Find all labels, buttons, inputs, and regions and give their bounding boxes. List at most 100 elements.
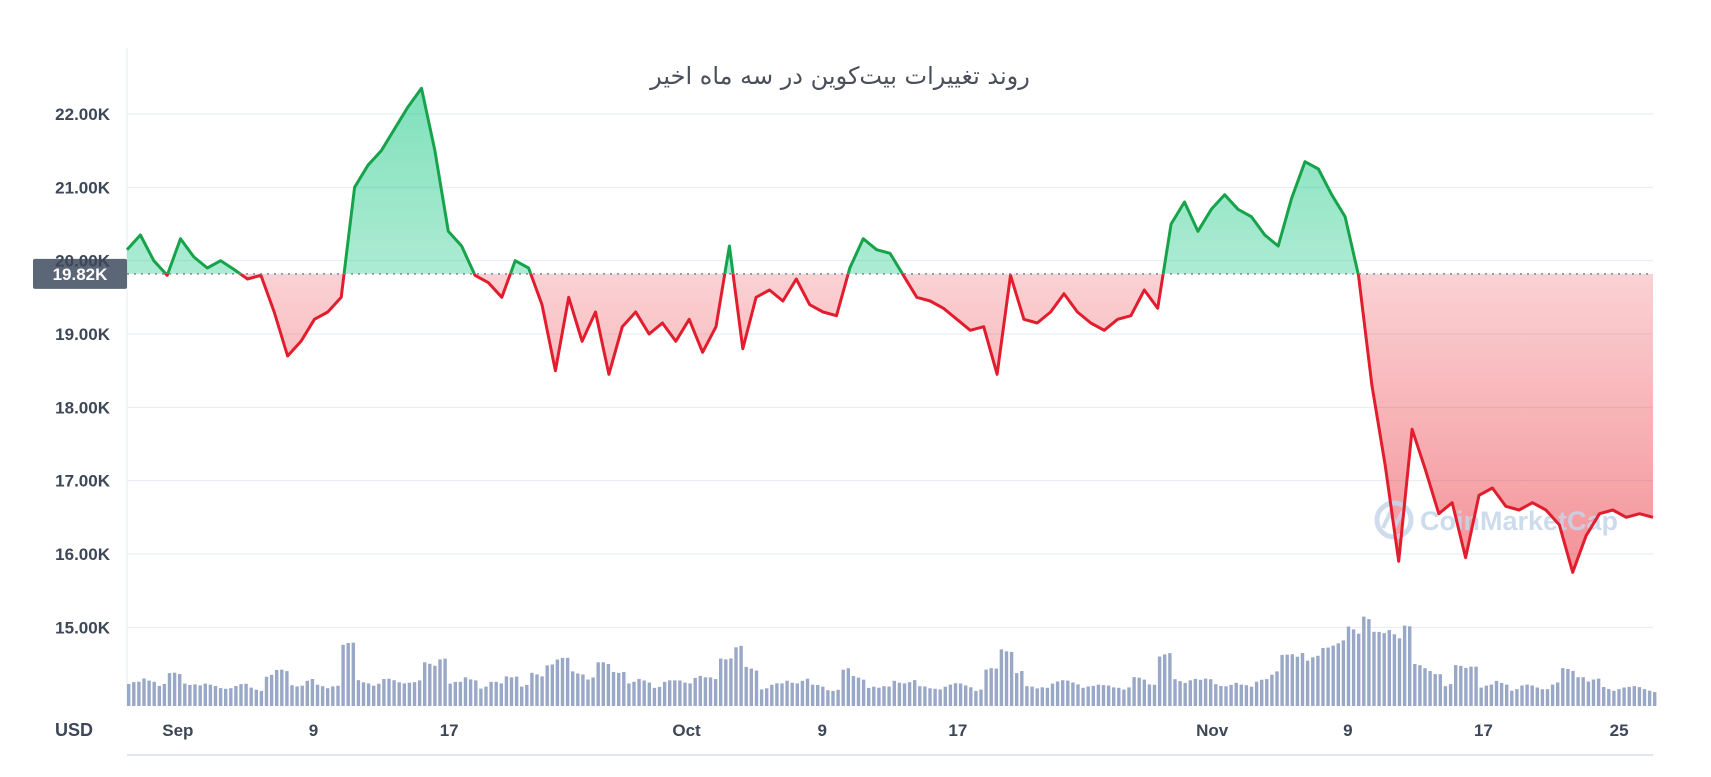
- volume-bar: [984, 669, 988, 706]
- volume-bar: [1351, 629, 1356, 706]
- volume-bar: [994, 668, 998, 706]
- volume-bar: [1254, 681, 1259, 706]
- volume-bar: [540, 676, 544, 706]
- y-tick-label: 17.00K: [55, 472, 111, 491]
- volume-bar: [897, 682, 902, 706]
- volume-bar: [1224, 686, 1228, 706]
- volume-bar: [193, 684, 197, 706]
- volume-bar: [913, 680, 917, 706]
- volume-bar: [1637, 687, 1642, 706]
- volume-bar: [816, 685, 820, 706]
- volume-bar: [1377, 631, 1381, 706]
- volume-bar: [1188, 680, 1192, 706]
- x-tick-label: 17: [948, 721, 967, 740]
- volume-bar: [601, 662, 605, 706]
- volume-bar: [785, 680, 789, 706]
- volume-bar: [1438, 674, 1442, 706]
- volume-bar: [1132, 677, 1136, 706]
- volume-bar: [678, 680, 682, 706]
- volume-bar: [938, 689, 942, 706]
- volume-bar: [428, 663, 432, 706]
- volume-bar: [1091, 685, 1095, 706]
- volume-bar: [810, 684, 815, 706]
- volume-bar: [1285, 654, 1289, 706]
- volume-bar: [346, 643, 350, 706]
- volume-bar: [841, 669, 845, 706]
- volume-bar: [1540, 689, 1545, 706]
- volume-bar: [137, 681, 141, 706]
- volume-bar: [530, 672, 534, 706]
- volume-bar: [1653, 692, 1657, 706]
- volume-bar: [729, 658, 733, 706]
- volume-bar: [1050, 683, 1055, 706]
- volume-bar: [1474, 666, 1478, 706]
- volume-bar: [989, 668, 993, 706]
- volume-bar: [280, 669, 284, 706]
- volume-bar: [693, 677, 697, 706]
- volume-bar: [259, 690, 264, 706]
- volume-bar: [438, 659, 442, 706]
- volume-bar: [509, 677, 514, 706]
- volume-bar: [877, 687, 881, 706]
- volume-bar: [1448, 684, 1453, 706]
- volume-bar: [668, 680, 672, 706]
- volume-bar: [285, 671, 289, 706]
- volume-bar: [1045, 687, 1050, 706]
- volume-bar: [1576, 677, 1580, 706]
- volume-bar: [1433, 674, 1437, 706]
- volume-bar: [463, 677, 468, 706]
- volume-bar: [412, 682, 417, 706]
- volume-bar: [1331, 645, 1335, 706]
- volume-bar: [448, 683, 452, 706]
- volume-bar: [586, 679, 590, 706]
- volume-bar: [1163, 654, 1167, 706]
- volume-bar: [249, 687, 253, 706]
- volume-bar: [856, 677, 861, 706]
- volume-bar: [1025, 686, 1029, 706]
- volume-bar: [1505, 684, 1509, 706]
- volume-bar: [1591, 679, 1596, 706]
- volume-bar: [320, 686, 325, 706]
- volume-bar: [836, 689, 840, 706]
- volume-bar: [269, 674, 274, 706]
- volume-bar: [1479, 687, 1483, 706]
- area-above-reference: [127, 88, 1359, 274]
- volume-bar: [1183, 682, 1187, 706]
- volume-bar: [1203, 678, 1208, 706]
- volume-bar: [576, 673, 580, 706]
- volume-bar: [1372, 631, 1376, 706]
- volume-bar: [295, 686, 299, 706]
- volume-bar: [928, 688, 932, 706]
- volume-bar: [627, 683, 631, 706]
- volume-bar: [520, 686, 524, 706]
- volume-bar: [392, 680, 396, 706]
- volume-bar: [458, 681, 463, 706]
- x-tick-label: 9: [309, 721, 318, 740]
- volume-bar: [326, 688, 330, 706]
- volume-bar: [1484, 685, 1488, 706]
- volume-bar: [918, 686, 922, 706]
- volume-bar: [479, 688, 483, 706]
- y-tick-label: 16.00K: [55, 545, 111, 564]
- volume-bar: [361, 682, 366, 706]
- volume-bar: [310, 679, 315, 706]
- volume-bar: [167, 673, 172, 706]
- volume-bar: [1408, 626, 1412, 706]
- volume-bar: [1499, 683, 1504, 706]
- volume-bar: [484, 686, 488, 706]
- volume-bar: [1280, 654, 1284, 706]
- volume-bar: [1454, 665, 1458, 706]
- volume-bar: [1397, 638, 1402, 706]
- volume-bar: [1229, 684, 1233, 706]
- volume-bar: [1357, 633, 1361, 706]
- volume-bar: [923, 686, 927, 706]
- volume-bar: [1198, 679, 1203, 706]
- volume-bar: [1275, 671, 1279, 706]
- volume-bar: [887, 686, 891, 706]
- volume-bar: [229, 688, 233, 706]
- volume-bar: [555, 659, 560, 706]
- volume-bar: [1035, 688, 1039, 706]
- volume-bar: [356, 680, 361, 706]
- volume-bar: [1249, 686, 1254, 706]
- volume-bar: [178, 674, 182, 706]
